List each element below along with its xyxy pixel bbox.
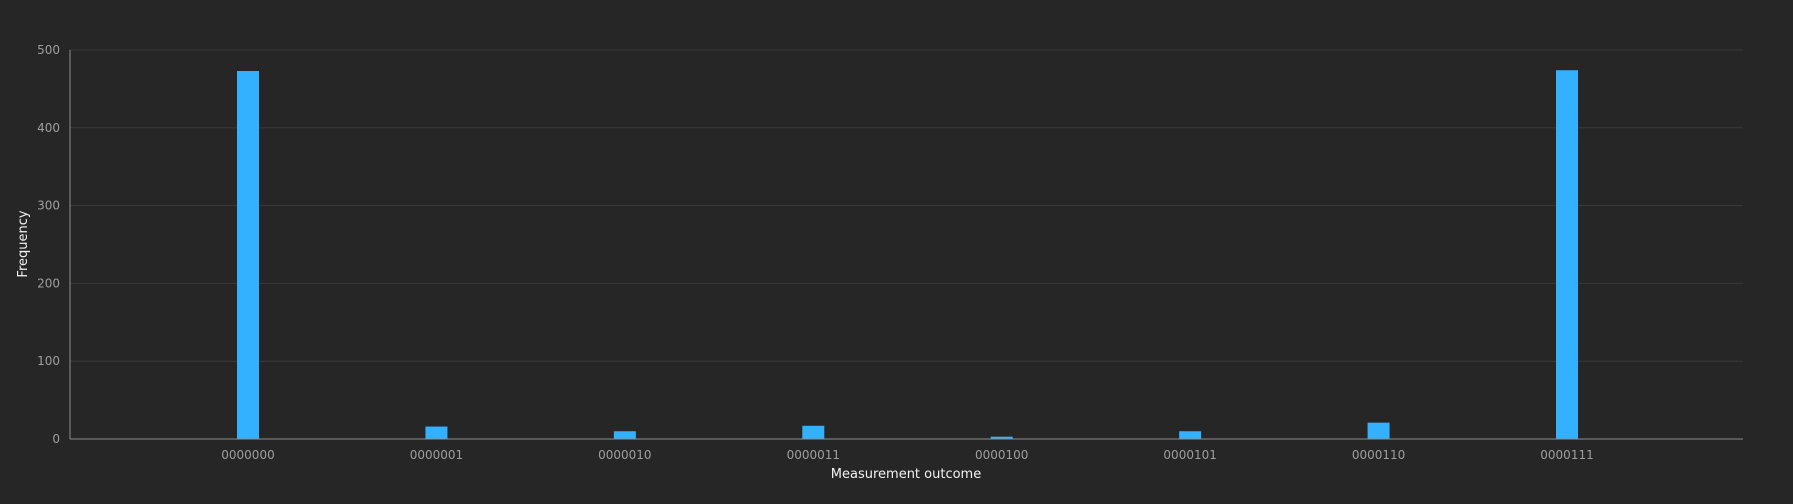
bar-0000101 — [1179, 431, 1202, 439]
x-tick-label-0000011: 0000011 — [787, 448, 840, 462]
y-tick-labels: 0 100 200 300 400 500 — [37, 43, 60, 446]
x-tick-label-0000001: 0000001 — [410, 448, 463, 462]
y-axis-title: Frequency — [16, 210, 31, 277]
y-tick-label-200: 200 — [37, 276, 60, 290]
y-tick-label-100: 100 — [37, 354, 60, 368]
bar-0000111 — [1556, 70, 1579, 439]
x-axis-title: Measurement outcome — [831, 467, 981, 482]
bar-0000010 — [613, 431, 636, 439]
x-tick-labels: 0000000 0000001 0000010 0000011 0000100 00001… — [221, 448, 1593, 462]
bar-0000000 — [237, 71, 259, 440]
bars — [237, 70, 1579, 440]
y-tick-label-400: 400 — [37, 121, 60, 135]
bar-0000110 — [1367, 422, 1390, 439]
bar-0000001 — [425, 426, 448, 439]
x-tick-label-0000100: 0000100 — [975, 448, 1028, 462]
x-tick-label-0000010: 0000010 — [598, 448, 651, 462]
y-tick-label-0: 0 — [52, 432, 60, 446]
x-tick-label-0000000: 0000000 — [221, 448, 274, 462]
x-tick-label-0000111: 0000111 — [1540, 448, 1593, 462]
axes — [69, 50, 1743, 440]
y-tick-label-300: 300 — [37, 199, 60, 213]
bar-0000100 — [990, 436, 1013, 439]
x-tick-label-0000110: 0000110 — [1352, 448, 1405, 462]
grid-lines — [70, 49, 1743, 362]
y-tick-label-500: 500 — [37, 43, 60, 57]
x-tick-label-0000101: 0000101 — [1163, 448, 1216, 462]
bar-0000011 — [802, 425, 825, 439]
